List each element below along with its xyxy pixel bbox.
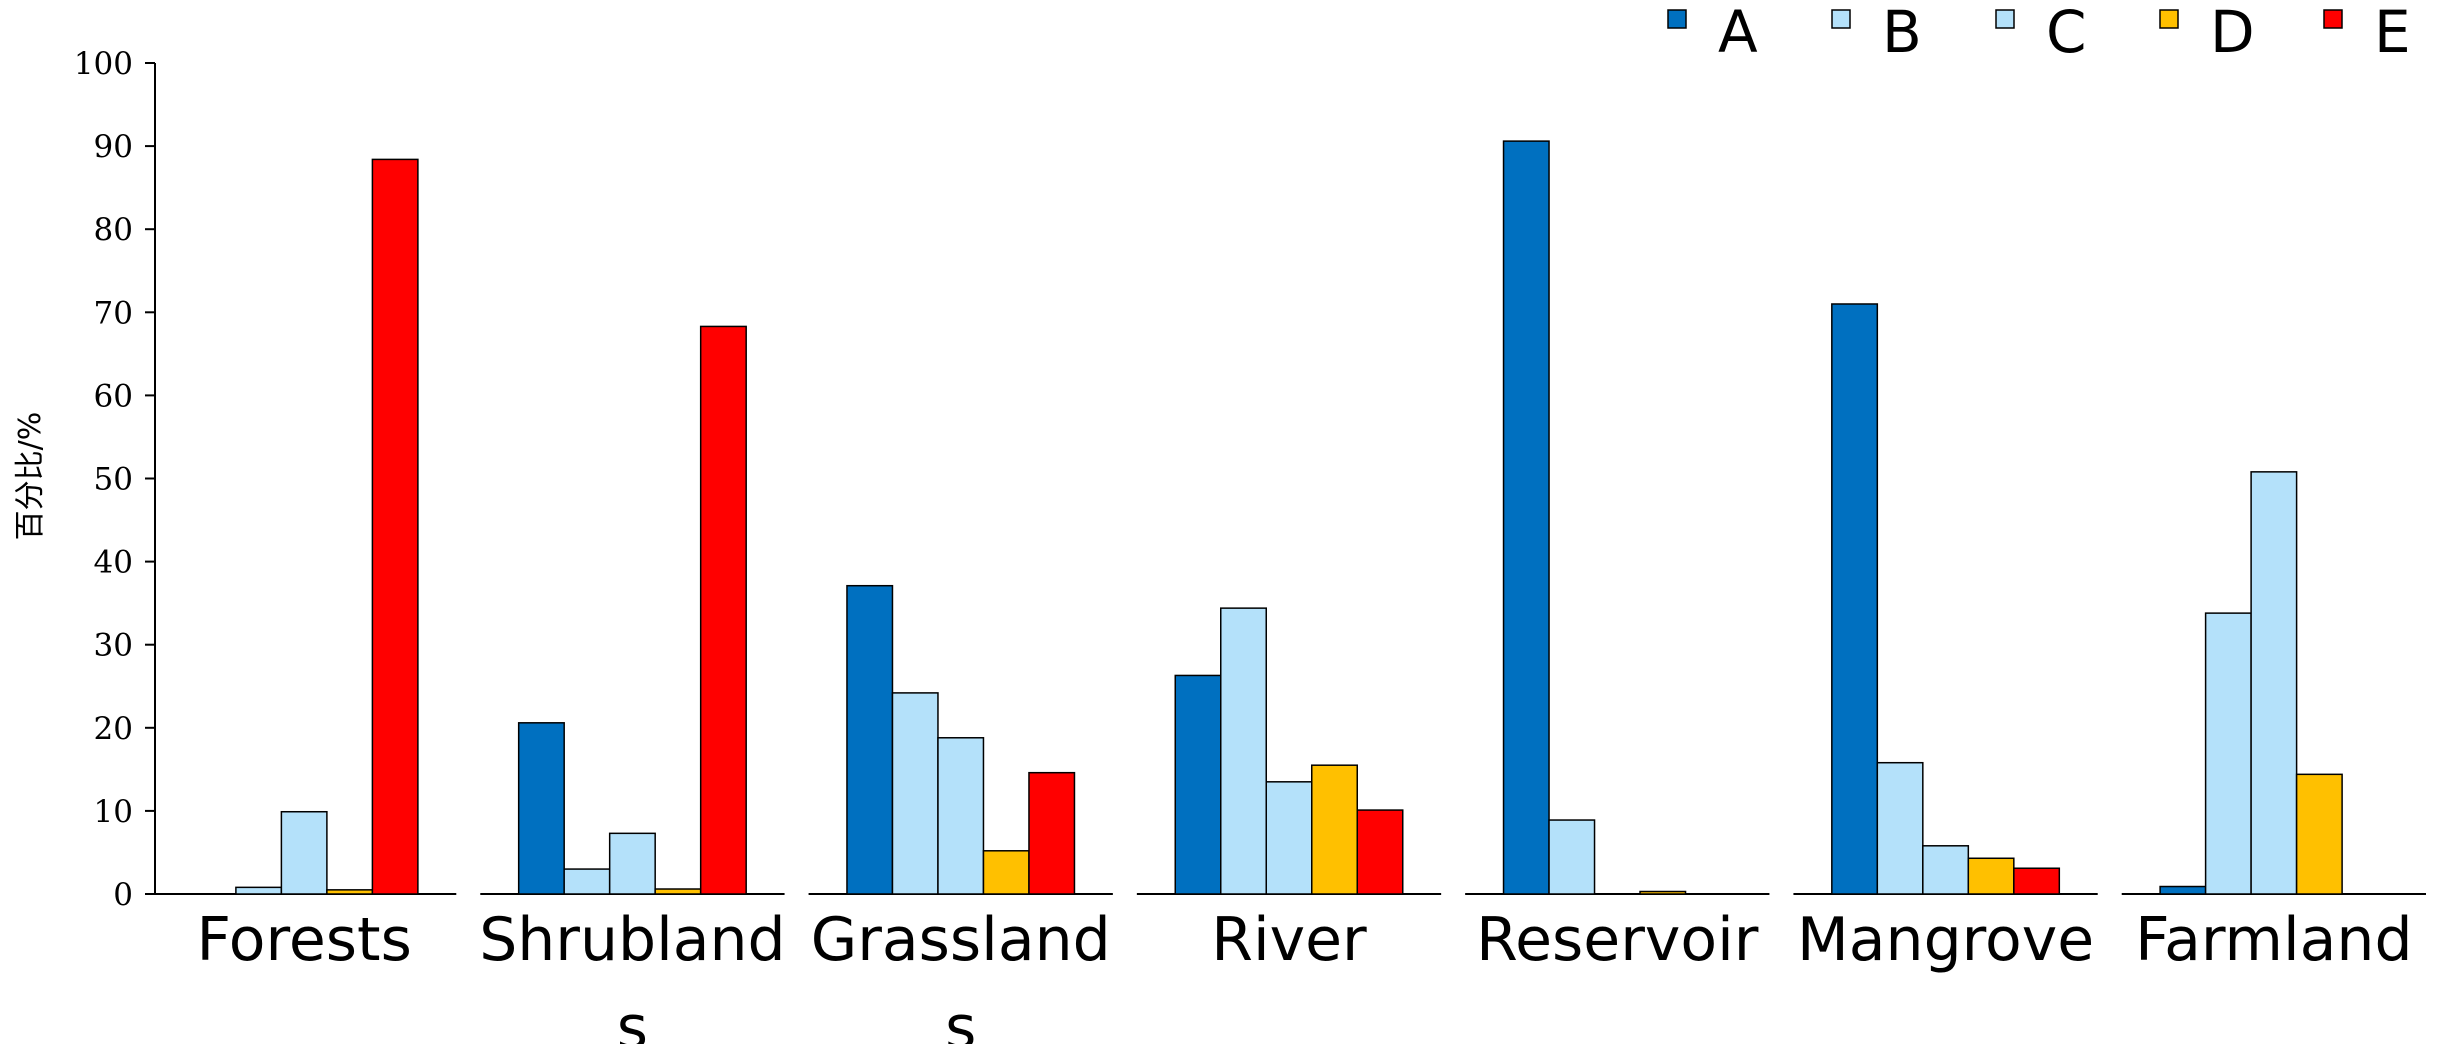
legend-label-a: A (1718, 0, 1758, 66)
bar-b (1548, 819, 1596, 895)
legend-label-e: E (2374, 0, 2411, 66)
category-label: Forests (196, 905, 411, 975)
bar-b (563, 868, 611, 895)
legend-label-d: D (2210, 0, 2255, 66)
y-tick-label: 50 (94, 462, 133, 498)
bar-c (937, 737, 985, 895)
y-tick-label: 70 (94, 295, 133, 331)
legend-label-b: B (1882, 0, 1922, 66)
legend-swatch-e (2323, 9, 2343, 29)
bar-d (982, 850, 1030, 895)
category-labels: Forests Shrubland s Grassland s River Reservoi… (196, 905, 2412, 1044)
y-tick-label: 20 (94, 711, 133, 747)
y-tick-label: 40 (94, 545, 133, 581)
bar-e (2013, 867, 2061, 895)
y-tick-label: 80 (94, 212, 133, 248)
bar-a (1831, 303, 1879, 895)
bar-a (1502, 140, 1550, 895)
y-tick-label: 60 (94, 378, 133, 414)
category-label: s (945, 993, 976, 1044)
bar-a (517, 722, 565, 895)
category-label: s (617, 993, 648, 1044)
bar-a (846, 584, 894, 895)
bar-d (1967, 857, 2015, 895)
legend-swatch-b (1831, 9, 1851, 29)
bar-c (1922, 845, 1970, 895)
bar-a (1174, 674, 1222, 895)
legend-swatch-a (1667, 9, 1687, 29)
bar-b (1876, 761, 1924, 895)
bar-b (235, 886, 283, 895)
bar-e (1356, 809, 1404, 895)
category-label: Reservoir (1476, 905, 1759, 975)
bar-b (891, 692, 939, 895)
y-tick-label: 100 (74, 46, 133, 82)
bar-d (654, 888, 702, 895)
bar-d (1311, 764, 1358, 895)
category-label: River (1211, 905, 1367, 975)
legend: A B C D E (1667, 0, 2411, 66)
bar-c (1265, 781, 1313, 895)
category-label: Grassland (811, 905, 1111, 975)
bar-d (2295, 773, 2343, 895)
bars (235, 140, 2343, 895)
bar-a (2159, 885, 2207, 895)
legend-swatch-c (1995, 9, 2015, 29)
y-tick-label: 10 (94, 794, 133, 830)
bar-c (608, 832, 656, 895)
bar-e (1028, 771, 1076, 895)
bar-d (1639, 890, 1687, 895)
bar-c (2250, 471, 2298, 895)
bar-e (699, 325, 747, 895)
bar-b (1220, 607, 1267, 895)
category-label: Farmland (2135, 905, 2412, 975)
y-axis: 0 10 20 30 40 50 60 70 80 90 100 (74, 46, 156, 913)
bar-e (371, 158, 419, 895)
y-tick-label: 30 (94, 628, 133, 664)
y-axis-title: 百分比/% (13, 412, 48, 541)
bar-d (326, 889, 374, 895)
legend-swatch-d (2159, 9, 2179, 29)
bar-b (2204, 612, 2252, 895)
category-label: Shrubland (479, 905, 785, 975)
bar-c (280, 810, 328, 895)
legend-label-c: C (2046, 0, 2087, 66)
y-tick-label: 90 (94, 129, 133, 165)
category-label: Mangrove (1797, 905, 2094, 975)
y-tick-label: 0 (113, 877, 133, 913)
